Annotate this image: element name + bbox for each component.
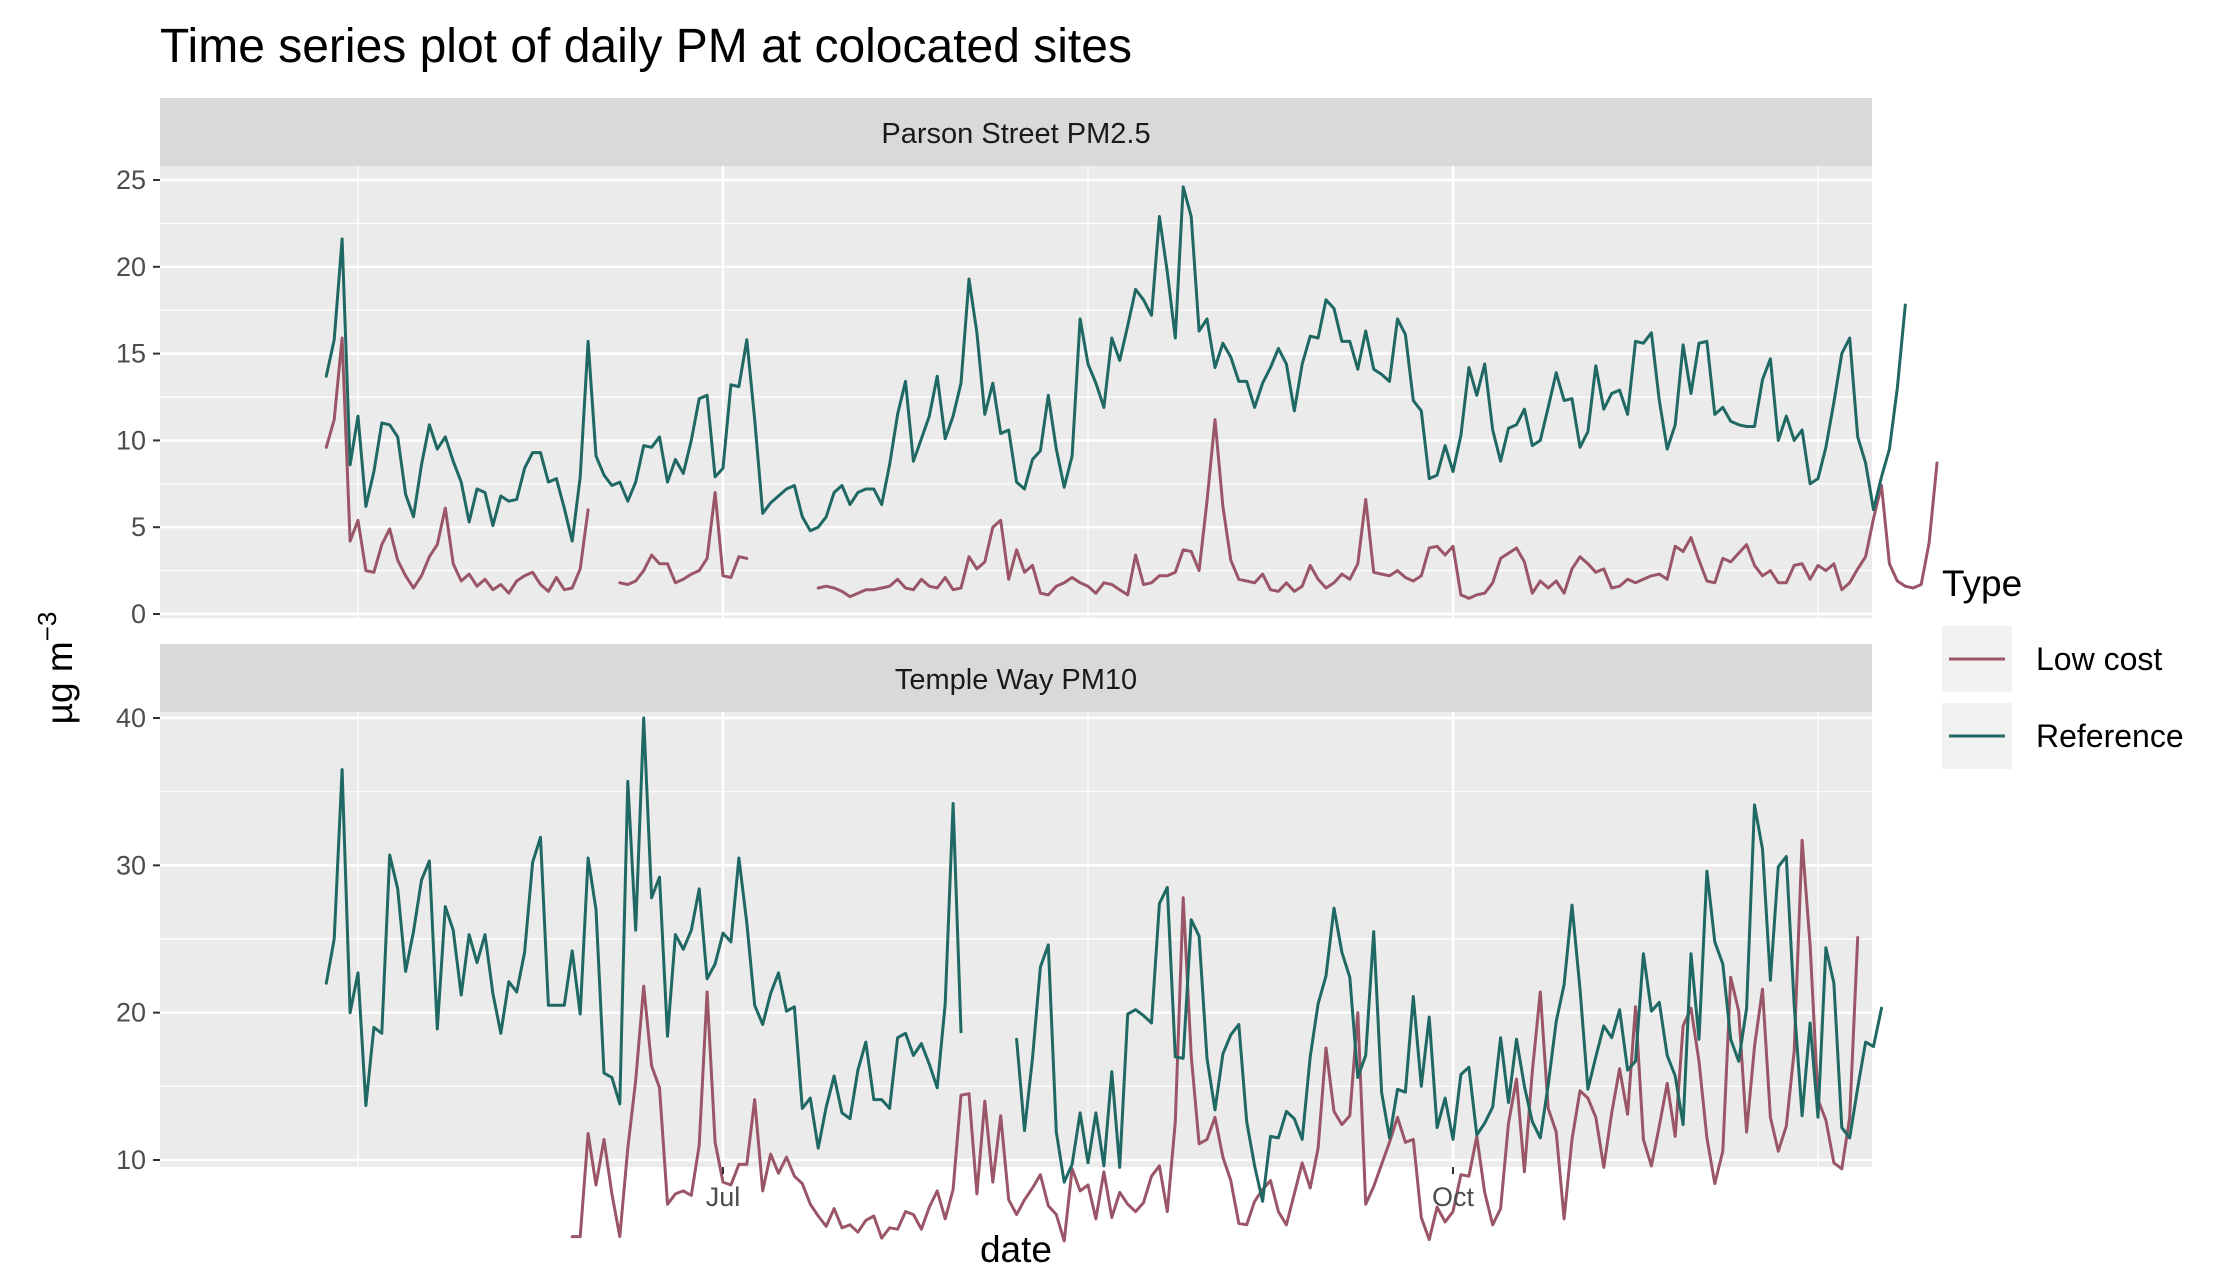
- legend: Type Low cost Reference: [1942, 563, 2184, 769]
- x-tick-label: Oct: [1432, 1182, 1475, 1212]
- panel-y-ticks: 0 5 10 15 20 25: [116, 165, 160, 629]
- y-tick-label: 0: [131, 599, 146, 629]
- panel-grid: [160, 166, 1872, 618]
- y-axis-title: µg m−3: [32, 612, 80, 725]
- y-tick-label: 20: [116, 252, 146, 282]
- series-line-reference: [324, 185, 1907, 543]
- x-axis-title: date: [980, 1229, 1052, 1270]
- panel-temple-way: Temple Way PM10 10 20 30 40: [116, 644, 1883, 1243]
- panel-strip-label: Parson Street PM2.5: [881, 118, 1150, 150]
- legend-title: Type: [1942, 563, 2022, 604]
- svg-text:µg m−3: µg m−3: [32, 612, 80, 725]
- series-line-low-cost: [324, 336, 1939, 600]
- legend-label-reference: Reference: [2036, 718, 2184, 754]
- y-tick-label: 5: [131, 512, 146, 542]
- panel-strip: [160, 98, 1872, 166]
- y-tick-label: 10: [116, 425, 146, 455]
- y-tick-label: 30: [116, 850, 146, 880]
- plot-title: Time series plot of daily PM at colocate…: [160, 20, 1132, 73]
- y-tick-label: 25: [116, 165, 146, 195]
- y-tick-label: 10: [116, 1145, 146, 1175]
- x-axis: Jul Oct: [706, 1167, 1475, 1212]
- y-axis-title-text: µg m: [39, 641, 80, 724]
- x-tick-label: Jul: [706, 1182, 741, 1212]
- panel-y-ticks: 10 20 30 40: [116, 703, 160, 1175]
- panel-strip: [160, 644, 1872, 712]
- panel-parson-street: Parson Street PM2.5 0 5 10 15 20 25: [116, 98, 1939, 629]
- panel-grid: [160, 712, 1872, 1167]
- panel-strip-label: Temple Way PM10: [895, 664, 1137, 696]
- panel-series: [324, 185, 1939, 600]
- y-tick-label: 40: [116, 703, 146, 733]
- y-tick-label: 20: [116, 998, 146, 1028]
- series-line-reference: [324, 716, 1883, 1203]
- panel-plot-area: [160, 166, 1872, 618]
- panel-series: [324, 716, 1883, 1243]
- series-line-low-cost: [570, 838, 1860, 1243]
- y-axis-title-superscript: −3: [32, 612, 62, 642]
- y-tick-label: 15: [116, 339, 146, 369]
- legend-label-low-cost: Low cost: [2036, 641, 2162, 677]
